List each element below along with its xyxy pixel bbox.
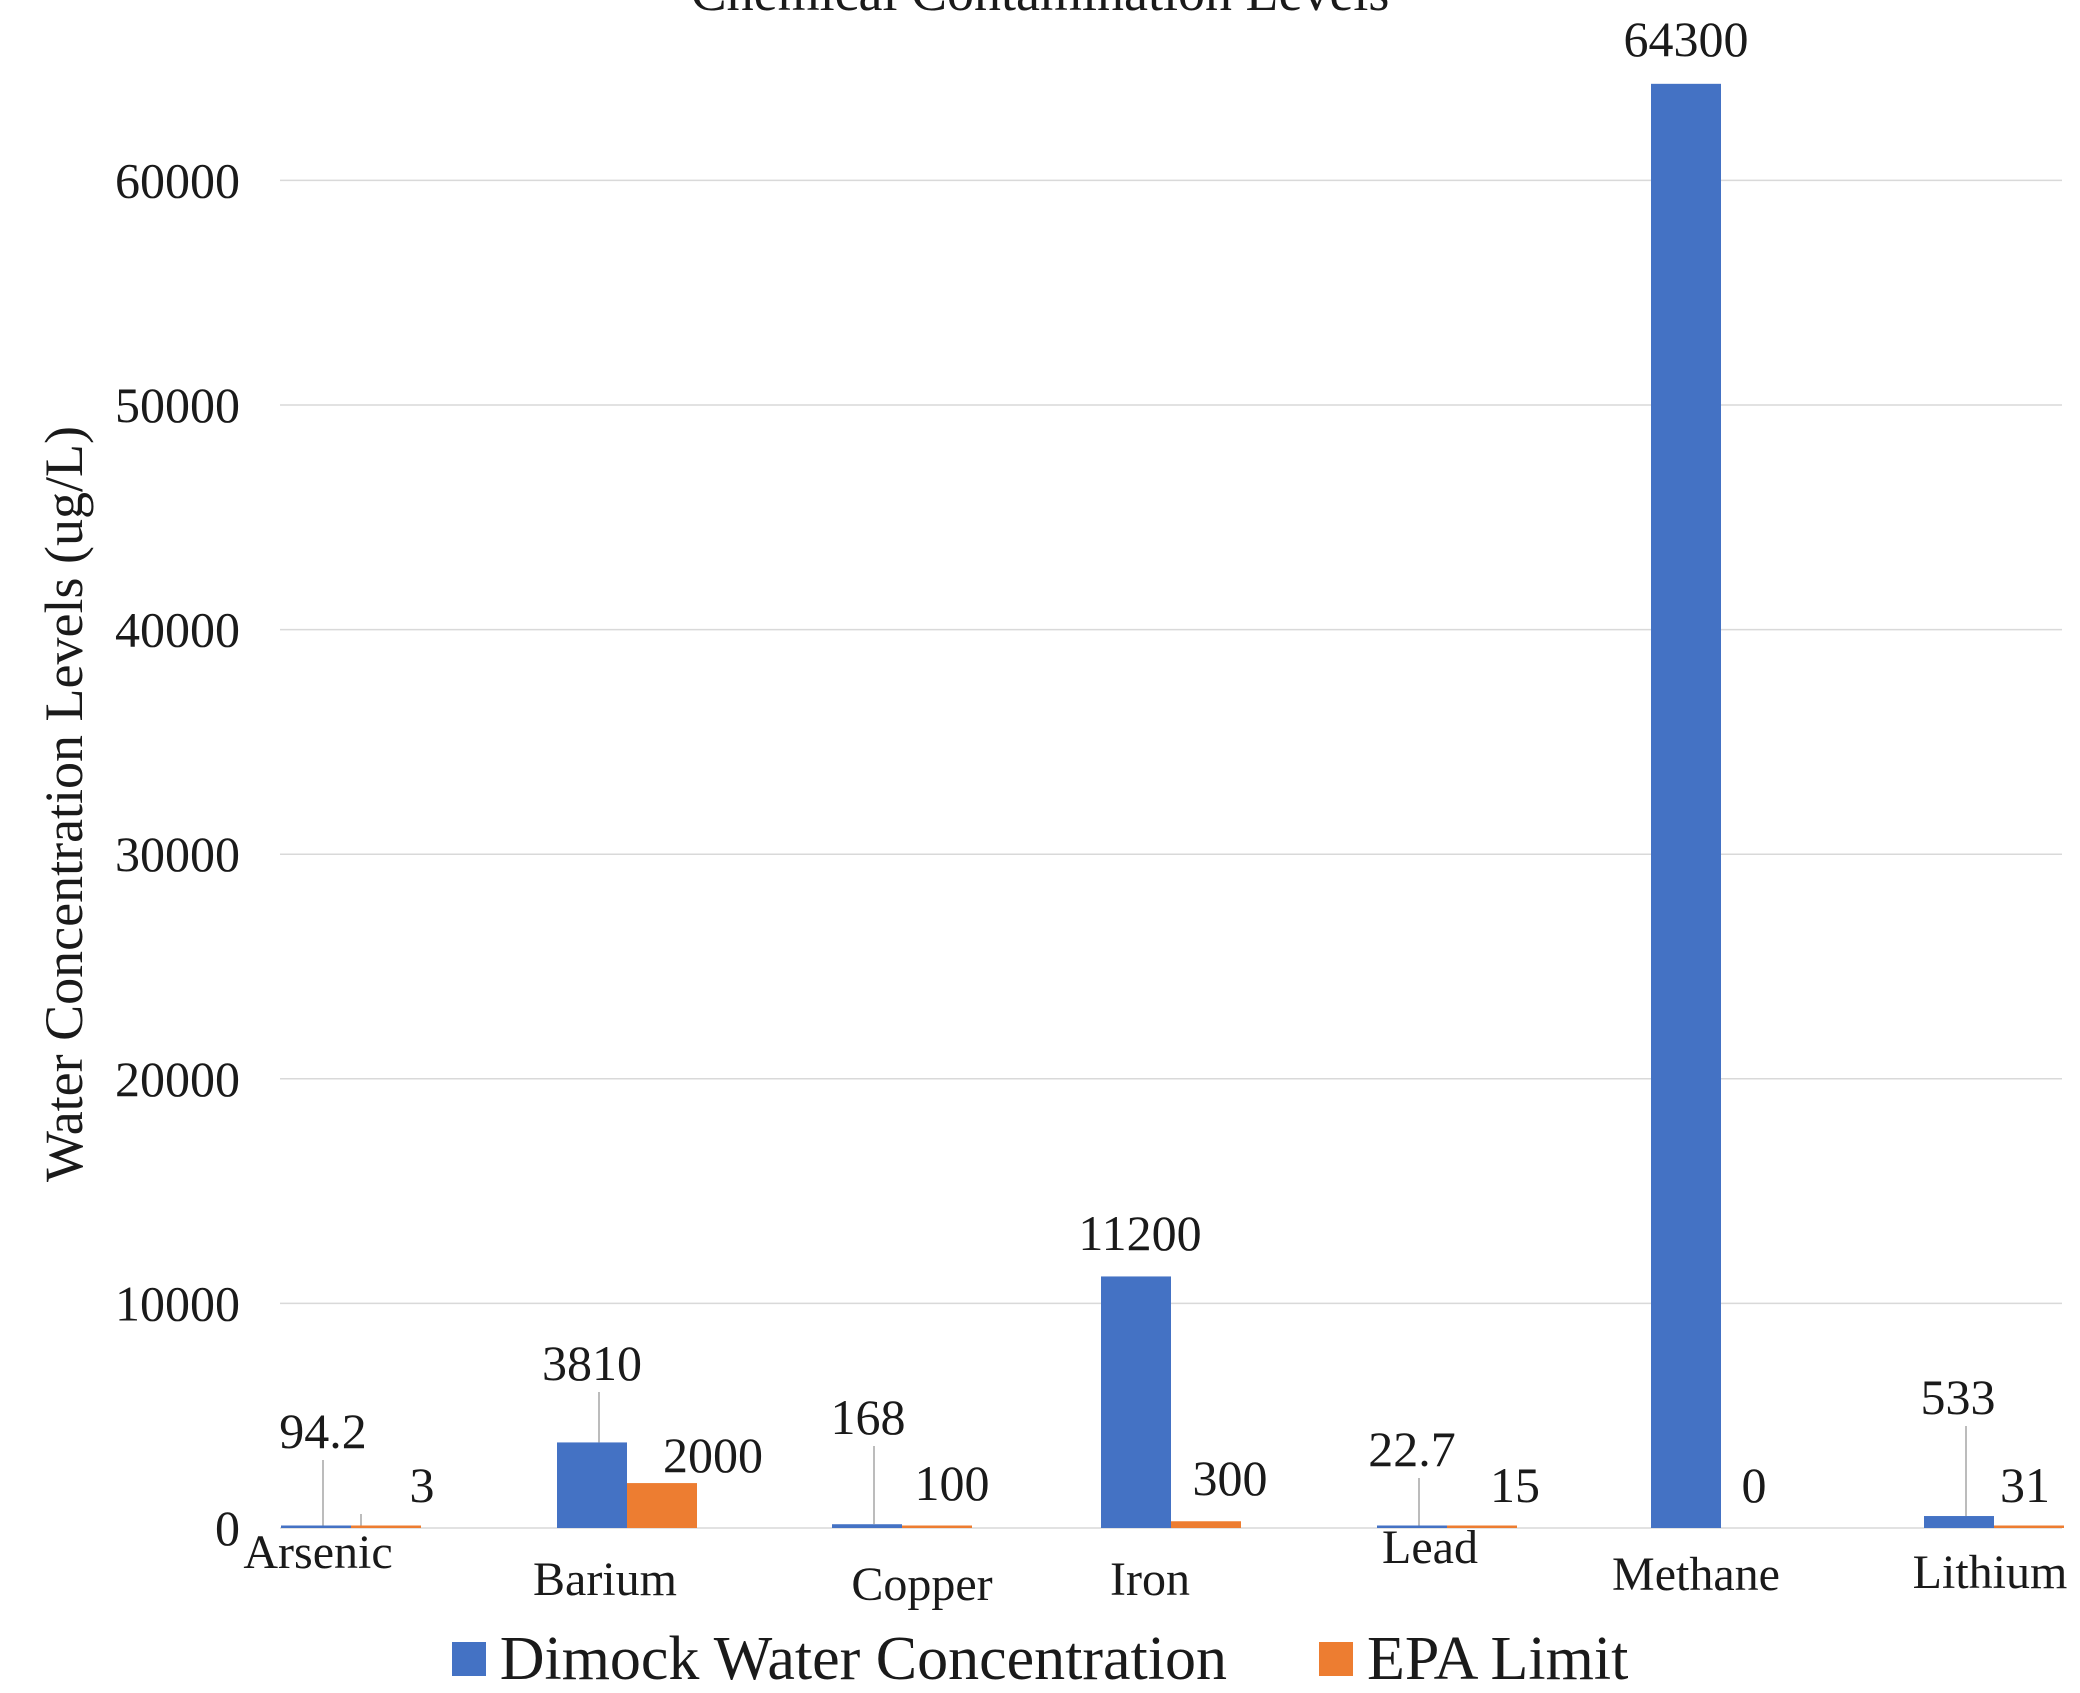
- bar: [1651, 83, 1721, 1528]
- legend-swatch-dimock: [451, 1642, 486, 1676]
- data-label: 64300: [1624, 11, 1749, 67]
- legend-swatch-epa: [1319, 1642, 1354, 1676]
- y-tick-label: 40000: [115, 602, 240, 658]
- bar: [1994, 1525, 2064, 1528]
- x-tick-label: Lead: [1382, 1521, 1478, 1574]
- bar: [1447, 1525, 1517, 1528]
- legend-item-epa: EPA Limit: [1319, 1628, 1628, 1690]
- data-label: 31: [2000, 1457, 2050, 1513]
- data-label: 15: [1490, 1457, 1540, 1513]
- x-tick-label: Iron: [1110, 1553, 1190, 1606]
- data-label: 0: [1742, 1457, 1767, 1513]
- x-tick-label: Arsenic: [243, 1526, 392, 1579]
- bar: [1377, 1525, 1447, 1528]
- bar: [832, 1524, 902, 1528]
- y-tick-label: 0: [215, 1500, 240, 1556]
- x-tick-label: Lithium: [1913, 1546, 2068, 1599]
- data-label: 22.7: [1368, 1421, 1456, 1477]
- y-axis-label: Water Concentration Levels (ug/L): [34, 426, 94, 1182]
- chart-title: Chemical Contamination Levels: [691, 0, 1390, 22]
- x-tick-label: Methane: [1612, 1548, 1780, 1601]
- data-label: 94.2: [279, 1403, 367, 1459]
- y-tick-label: 10000: [115, 1275, 240, 1331]
- data-label: 100: [915, 1455, 990, 1511]
- data-label: 11200: [1078, 1205, 1201, 1261]
- bar: [351, 1525, 421, 1528]
- x-tick-label: Barium: [533, 1553, 677, 1606]
- data-label: 2000: [663, 1427, 763, 1483]
- legend: Dimock Water Concentration EPA Limit: [0, 1628, 2080, 1690]
- legend-label-epa: EPA Limit: [1367, 1625, 1629, 1693]
- bar: [281, 1525, 351, 1528]
- y-tick-label: 50000: [115, 377, 240, 433]
- data-label: 300: [1193, 1450, 1268, 1506]
- data-label: 168: [831, 1389, 906, 1445]
- y-tick-label: 30000: [115, 826, 240, 882]
- bar: [1924, 1516, 1994, 1528]
- data-label: 3: [410, 1457, 435, 1513]
- legend-item-dimock: Dimock Water Concentration: [451, 1625, 1228, 1693]
- y-tick-label: 20000: [115, 1051, 240, 1107]
- bar: [902, 1525, 972, 1528]
- x-tick-label: Copper: [851, 1558, 992, 1611]
- bar: [1101, 1276, 1171, 1528]
- data-label: 533: [1921, 1369, 1996, 1425]
- bar: [1171, 1521, 1241, 1528]
- y-tick-label: 60000: [115, 152, 240, 208]
- bar: [557, 1442, 627, 1528]
- legend-label-dimock: Dimock Water Concentration: [499, 1625, 1228, 1693]
- bar: [627, 1483, 697, 1528]
- data-label: 3810: [542, 1335, 642, 1391]
